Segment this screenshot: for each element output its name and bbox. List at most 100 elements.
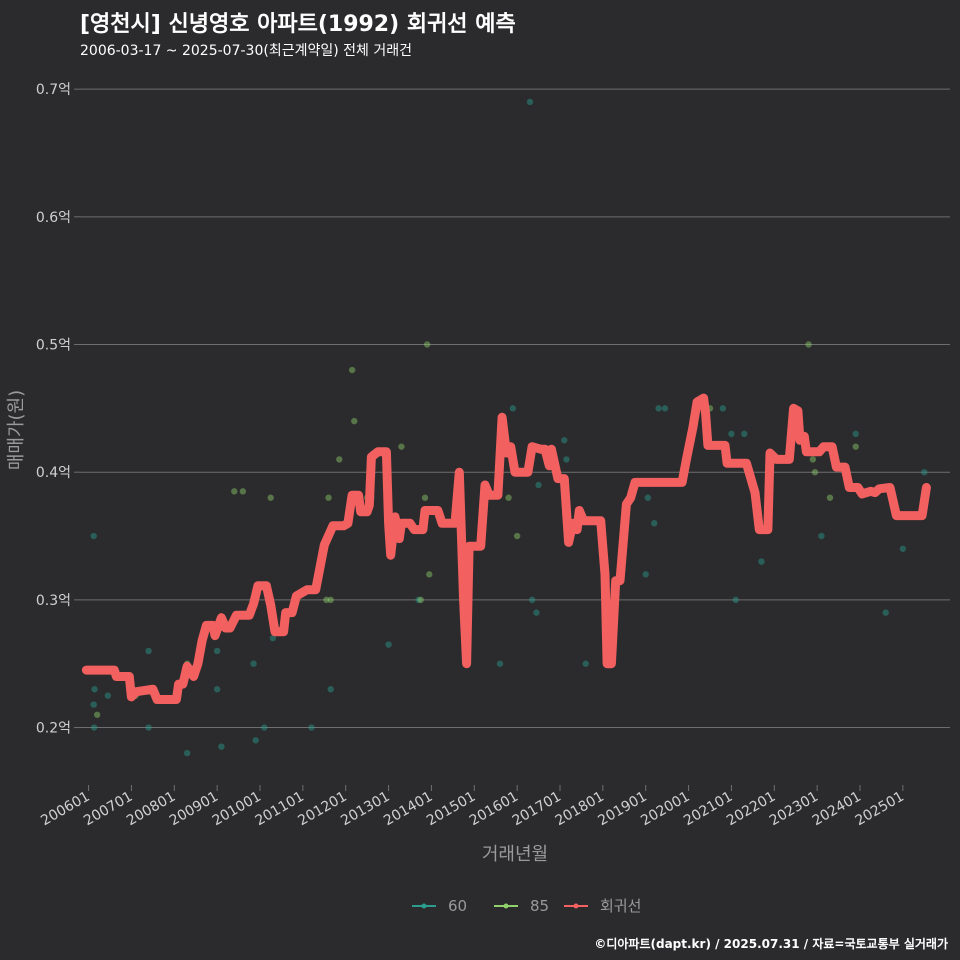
y-tick-label: 0.3억 bbox=[36, 593, 71, 609]
point-60 bbox=[655, 405, 662, 412]
point-60 bbox=[496, 660, 504, 667]
point-60 bbox=[651, 520, 658, 527]
point-60 bbox=[526, 98, 534, 106]
point-60 bbox=[145, 647, 152, 655]
x-axis-label: 거래년월 bbox=[482, 844, 548, 865]
point-60 bbox=[145, 724, 152, 731]
point-60 bbox=[852, 430, 859, 438]
point-85 bbox=[505, 494, 512, 501]
point-60 bbox=[104, 692, 112, 699]
point-85 bbox=[239, 488, 247, 495]
point-85 bbox=[426, 571, 433, 578]
x-tick-label: 201601 bbox=[467, 789, 521, 830]
point-85 bbox=[325, 494, 332, 501]
x-tick-label: 201801 bbox=[553, 789, 607, 830]
point-60 bbox=[561, 437, 568, 444]
regression-line-group bbox=[81, 393, 931, 704]
point-60 bbox=[90, 724, 98, 731]
point-60 bbox=[899, 545, 907, 552]
point-85 bbox=[417, 596, 424, 604]
point-60 bbox=[535, 481, 542, 489]
point-85 bbox=[93, 711, 101, 718]
point-85 bbox=[852, 443, 859, 450]
y-tick-label: 0.5억 bbox=[36, 338, 71, 354]
x-tick-label: 200901 bbox=[167, 789, 221, 830]
point-85 bbox=[336, 456, 343, 463]
y-tick-label: 0.7억 bbox=[36, 82, 71, 98]
point-60 bbox=[213, 686, 221, 693]
point-60 bbox=[644, 494, 652, 501]
regression-line bbox=[81, 393, 931, 704]
point-60 bbox=[719, 405, 727, 412]
x-tick-label: 202301 bbox=[767, 789, 821, 830]
point-85 bbox=[826, 494, 834, 501]
x-axis-ticks: 2006012007012008012009012010012011012012… bbox=[38, 785, 907, 829]
point-85 bbox=[348, 366, 356, 374]
source-credit: ©디아파트(dapt.kr) / 2025.07.31 / 자료=국토교통부 실… bbox=[594, 937, 948, 951]
legend-label: 85 bbox=[530, 897, 549, 915]
x-tick-label: 201101 bbox=[253, 789, 307, 830]
x-tick-label: 201901 bbox=[595, 789, 649, 830]
y-tick-label: 0.2억 bbox=[36, 721, 71, 737]
point-60 bbox=[528, 596, 536, 604]
point-85 bbox=[513, 532, 521, 540]
point-60 bbox=[728, 430, 735, 438]
point-60 bbox=[582, 660, 589, 667]
point-85 bbox=[267, 494, 274, 501]
point-60 bbox=[327, 686, 334, 693]
point-60 bbox=[385, 641, 392, 648]
point-60 bbox=[252, 737, 259, 744]
legend-label: 회귀선 bbox=[600, 897, 641, 915]
point-60 bbox=[741, 430, 748, 438]
grid-lines bbox=[80, 88, 950, 729]
x-tick-label: 201401 bbox=[381, 789, 435, 830]
point-60 bbox=[269, 634, 277, 642]
x-tick-label: 202201 bbox=[724, 789, 778, 830]
legend-swatch-dot bbox=[503, 903, 509, 909]
y-tick-label: 0.6억 bbox=[36, 210, 71, 226]
point-60 bbox=[533, 609, 540, 616]
point-85 bbox=[327, 596, 334, 604]
point-60 bbox=[563, 456, 570, 463]
point-85 bbox=[231, 488, 238, 495]
point-60 bbox=[90, 532, 97, 540]
x-tick-label: 202101 bbox=[681, 789, 735, 830]
point-60 bbox=[308, 724, 315, 731]
point-85 bbox=[423, 341, 431, 348]
point-85 bbox=[811, 468, 819, 476]
point-60 bbox=[509, 405, 517, 412]
point-85 bbox=[805, 341, 812, 348]
point-60 bbox=[261, 724, 268, 731]
point-60 bbox=[921, 468, 928, 476]
point-85 bbox=[421, 494, 429, 501]
x-tick-label: 201301 bbox=[338, 789, 392, 830]
x-tick-label: 201501 bbox=[424, 789, 478, 830]
x-tick-label: 202501 bbox=[853, 789, 907, 830]
legend-label: 60 bbox=[448, 897, 467, 915]
point-60 bbox=[213, 647, 221, 655]
x-tick-label: 202001 bbox=[638, 789, 692, 830]
point-60 bbox=[758, 558, 765, 565]
legend-swatch-dot bbox=[573, 903, 579, 909]
y-axis-ticks: 0.2억 0.3억 0.4억 0.5억 0.6억 0.7억 bbox=[36, 82, 80, 737]
y-axis-label: 매매가(원) bbox=[6, 390, 27, 470]
chart-title: [영천시] 신녕영호 아파트(1992) 회귀선 예측 bbox=[80, 12, 516, 37]
point-60 bbox=[91, 686, 98, 693]
x-tick-label: 200801 bbox=[124, 789, 178, 830]
point-85 bbox=[323, 596, 330, 604]
point-60 bbox=[732, 596, 739, 604]
x-tick-label: 201701 bbox=[510, 789, 564, 830]
point-60 bbox=[661, 405, 669, 412]
point-60 bbox=[642, 571, 649, 578]
point-60 bbox=[250, 660, 257, 667]
point-85 bbox=[809, 456, 817, 463]
point-85 bbox=[351, 417, 358, 425]
point-60 bbox=[415, 596, 422, 604]
point-60 bbox=[218, 743, 225, 750]
x-tick-label: 201001 bbox=[210, 789, 264, 830]
y-tick-label: 0.4억 bbox=[36, 465, 71, 481]
legend-swatch-dot bbox=[421, 903, 427, 909]
x-tick-label: 200601 bbox=[38, 789, 92, 830]
x-tick-label: 202401 bbox=[810, 789, 864, 830]
